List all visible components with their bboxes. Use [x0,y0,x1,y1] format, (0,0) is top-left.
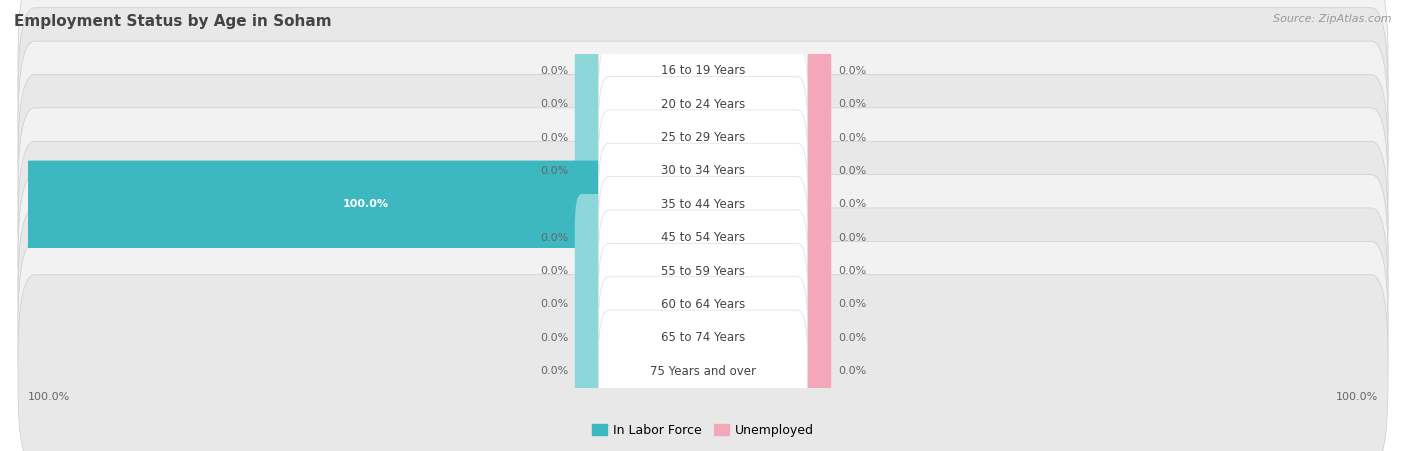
FancyBboxPatch shape [696,261,831,348]
FancyBboxPatch shape [696,127,831,215]
FancyBboxPatch shape [599,43,807,165]
Legend: In Labor Force, Unemployed: In Labor Force, Unemployed [586,419,820,442]
Text: 0.0%: 0.0% [540,333,568,343]
FancyBboxPatch shape [575,194,710,281]
FancyBboxPatch shape [575,27,710,115]
Text: 35 to 44 Years: 35 to 44 Years [661,198,745,211]
Text: 0.0%: 0.0% [540,299,568,309]
FancyBboxPatch shape [18,74,1388,267]
FancyBboxPatch shape [18,8,1388,201]
FancyBboxPatch shape [696,294,831,382]
Text: 0.0%: 0.0% [838,199,866,209]
Text: 0.0%: 0.0% [838,233,866,243]
FancyBboxPatch shape [18,108,1388,301]
FancyBboxPatch shape [21,161,710,248]
Text: 100.0%: 100.0% [343,199,388,209]
FancyBboxPatch shape [18,208,1388,401]
FancyBboxPatch shape [18,241,1388,434]
FancyBboxPatch shape [18,41,1388,234]
FancyBboxPatch shape [696,161,831,248]
Text: 65 to 74 Years: 65 to 74 Years [661,331,745,344]
FancyBboxPatch shape [599,310,807,432]
FancyBboxPatch shape [599,210,807,332]
Text: 0.0%: 0.0% [838,266,866,276]
Text: 0.0%: 0.0% [540,166,568,176]
FancyBboxPatch shape [599,10,807,132]
Text: 75 Years and over: 75 Years and over [650,365,756,377]
Text: 45 to 54 Years: 45 to 54 Years [661,231,745,244]
Text: 25 to 29 Years: 25 to 29 Years [661,131,745,144]
FancyBboxPatch shape [575,127,710,215]
Text: 30 to 34 Years: 30 to 34 Years [661,165,745,177]
FancyBboxPatch shape [599,110,807,232]
Text: 16 to 19 Years: 16 to 19 Years [661,64,745,77]
Text: 0.0%: 0.0% [838,99,866,109]
FancyBboxPatch shape [575,227,710,315]
FancyBboxPatch shape [696,94,831,181]
FancyBboxPatch shape [18,275,1388,451]
Text: 100.0%: 100.0% [1336,392,1378,402]
Text: Employment Status by Age in Soham: Employment Status by Age in Soham [14,14,332,28]
FancyBboxPatch shape [599,277,807,399]
Text: 0.0%: 0.0% [540,66,568,76]
Text: Source: ZipAtlas.com: Source: ZipAtlas.com [1274,14,1392,23]
FancyBboxPatch shape [575,94,710,181]
FancyBboxPatch shape [575,60,710,148]
Text: 0.0%: 0.0% [540,233,568,243]
Text: 0.0%: 0.0% [540,266,568,276]
Text: 60 to 64 Years: 60 to 64 Years [661,298,745,311]
Text: 100.0%: 100.0% [28,392,70,402]
Text: 0.0%: 0.0% [540,99,568,109]
Text: 20 to 24 Years: 20 to 24 Years [661,98,745,110]
Text: 55 to 59 Years: 55 to 59 Years [661,265,745,277]
FancyBboxPatch shape [696,194,831,281]
FancyBboxPatch shape [696,327,831,415]
Text: 0.0%: 0.0% [838,66,866,76]
FancyBboxPatch shape [575,294,710,382]
Text: 0.0%: 0.0% [540,366,568,376]
Text: 0.0%: 0.0% [838,366,866,376]
FancyBboxPatch shape [18,141,1388,334]
FancyBboxPatch shape [696,27,831,115]
FancyBboxPatch shape [599,244,807,365]
FancyBboxPatch shape [18,0,1388,167]
FancyBboxPatch shape [599,177,807,299]
FancyBboxPatch shape [599,143,807,265]
FancyBboxPatch shape [575,327,710,415]
Text: 0.0%: 0.0% [838,333,866,343]
FancyBboxPatch shape [696,60,831,148]
FancyBboxPatch shape [599,77,807,198]
FancyBboxPatch shape [575,261,710,348]
Text: 0.0%: 0.0% [838,133,866,143]
FancyBboxPatch shape [696,227,831,315]
Text: 0.0%: 0.0% [540,133,568,143]
Text: 0.0%: 0.0% [838,166,866,176]
Text: 0.0%: 0.0% [838,299,866,309]
FancyBboxPatch shape [18,175,1388,368]
